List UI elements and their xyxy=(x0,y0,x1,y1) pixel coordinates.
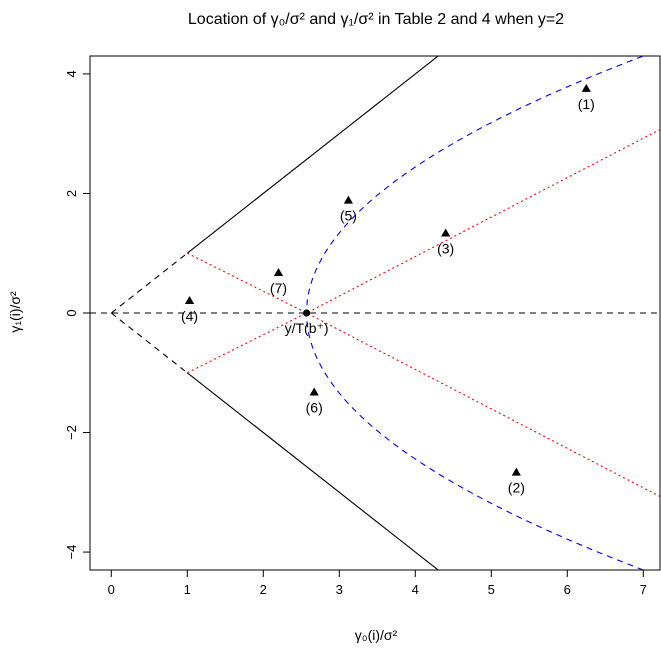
black-dashed-line xyxy=(110,312,188,374)
data-point-marker xyxy=(441,228,451,237)
y-tick-label: 0 xyxy=(64,309,79,316)
y-axis-label: γ₁(i)/σ² xyxy=(7,291,23,333)
x-tick-label: 7 xyxy=(640,582,647,597)
y-tick-label: −2 xyxy=(64,425,79,440)
y-tick-label: −4 xyxy=(64,545,79,560)
x-tick-label: 2 xyxy=(260,582,267,597)
x-tick-label: 5 xyxy=(488,582,495,597)
data-point-label: (3) xyxy=(437,241,454,257)
boundary-line xyxy=(186,56,440,254)
x-tick-label: 0 xyxy=(108,582,115,597)
data-point-label: (5) xyxy=(340,208,357,224)
data-point-marker xyxy=(511,467,521,476)
data-point-label: (6) xyxy=(306,399,323,415)
y-tick-label: 2 xyxy=(64,190,79,197)
data-point-label: (2) xyxy=(508,480,525,496)
black-dashed-line xyxy=(110,252,188,314)
data-point-label: (4) xyxy=(181,308,198,324)
reference-point-label: y/T(b⁺) xyxy=(285,320,329,336)
data-point-marker xyxy=(309,387,319,396)
lines-layer xyxy=(90,56,660,570)
x-tick-label: 6 xyxy=(564,582,571,597)
data-point-label: (1) xyxy=(578,96,595,112)
chart-title: Location of γ₀/σ² and γ₁/σ² in Table 2 a… xyxy=(188,11,564,28)
x-axis-label: γ₀(i)/σ² xyxy=(355,627,398,643)
y-axis: −4 −2 0 2 4 xyxy=(64,70,90,559)
reference-point-marker xyxy=(303,309,311,317)
points-layer: (1) (2) (3) (4) (5) (6) (7) y/T(b⁺) xyxy=(181,83,595,496)
x-axis: 0 1 2 3 4 5 6 7 xyxy=(108,570,647,597)
red-dotted-line xyxy=(187,252,660,497)
x-tick-label: 3 xyxy=(336,582,343,597)
data-point-marker xyxy=(581,83,591,92)
data-point-marker xyxy=(273,267,284,276)
x-tick-label: 1 xyxy=(184,582,191,597)
y-tick-label: 4 xyxy=(64,70,79,77)
x-tick-label: 4 xyxy=(412,582,419,597)
data-point-label: (7) xyxy=(270,280,287,296)
data-point-marker xyxy=(184,296,195,305)
red-dotted-line xyxy=(187,129,660,374)
boundary-line xyxy=(186,372,440,570)
data-point-marker xyxy=(343,195,353,204)
